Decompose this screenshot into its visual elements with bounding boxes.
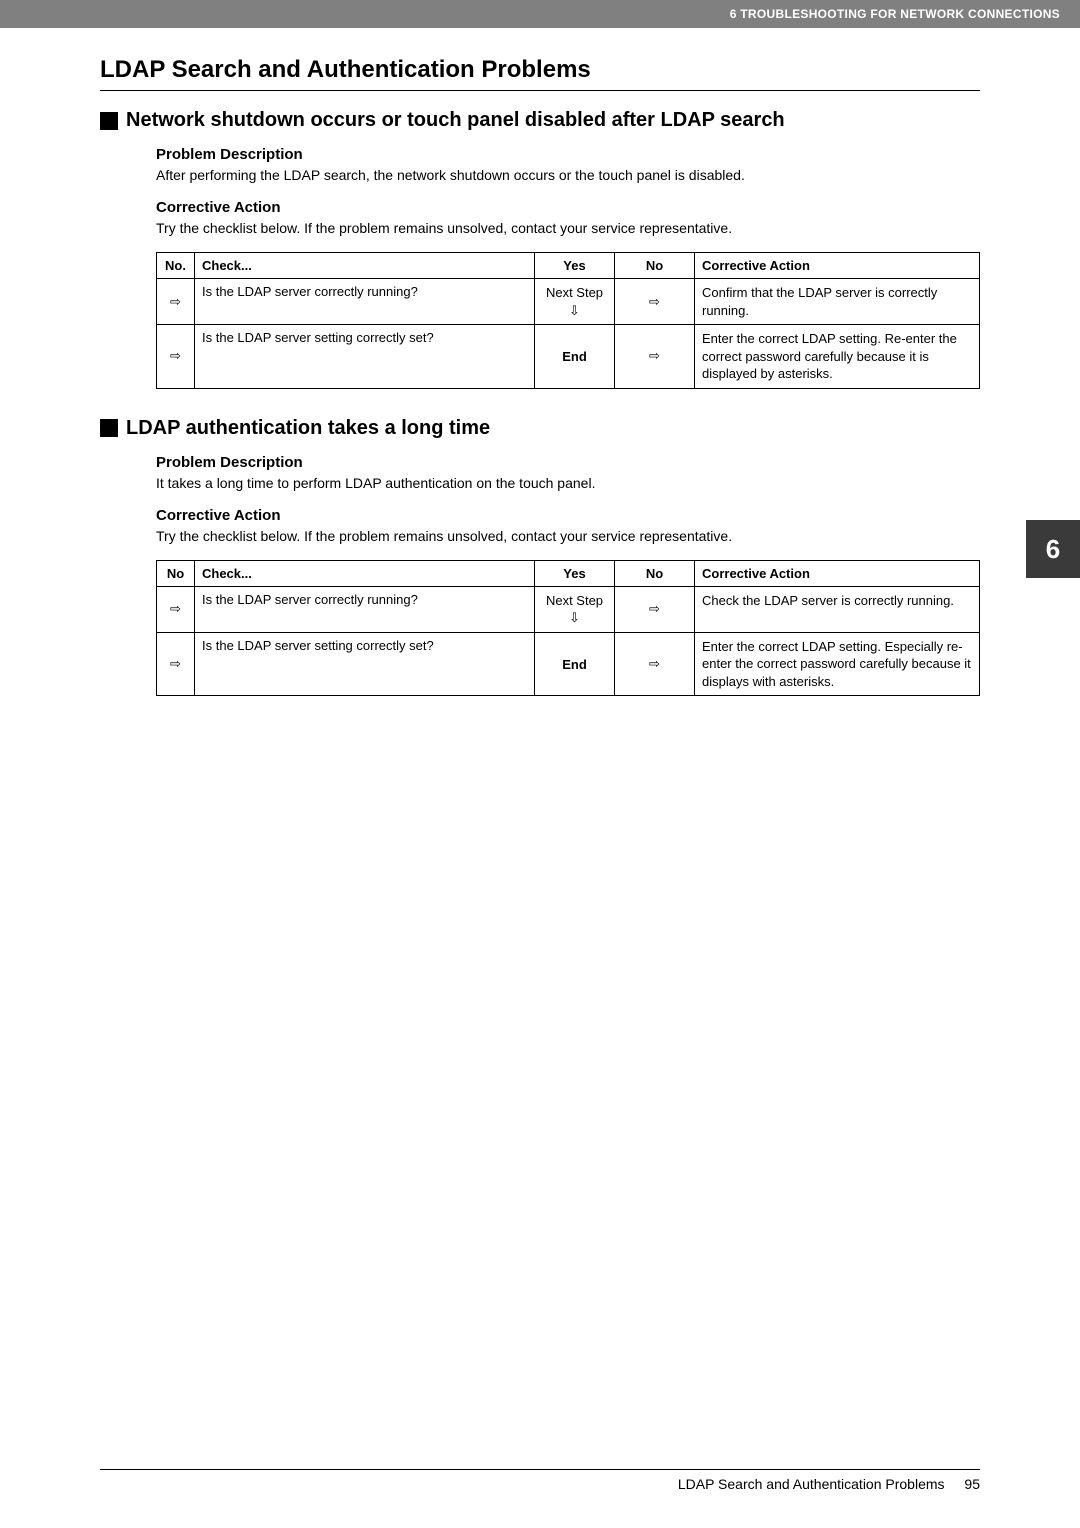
section2-body: Problem Description It takes a long time… <box>100 454 980 697</box>
th-yes: Yes <box>535 253 615 279</box>
th-no2: No <box>615 253 695 279</box>
cell-no: ⇨ <box>157 586 195 632</box>
section2-ca-label: Corrective Action <box>156 507 980 524</box>
section2-heading-row: LDAP authentication takes a long time <box>100 417 980 440</box>
section1-ca-label: Corrective Action <box>156 199 980 216</box>
section2-heading: LDAP authentication takes a long time <box>126 417 490 440</box>
chapter-number: 6 <box>1046 534 1060 565</box>
cell-no: ⇨ <box>157 325 195 389</box>
cell-no: ⇨ <box>157 279 195 325</box>
th-no2: No <box>615 560 695 586</box>
page-title: LDAP Search and Authentication Problems <box>100 56 980 91</box>
square-bullet-icon <box>100 112 118 130</box>
cell-no2: ⇨ <box>615 279 695 325</box>
table-row: ⇨ Is the LDAP server setting correctly s… <box>157 325 980 389</box>
cell-yes: Next Step ⇩ <box>535 279 615 325</box>
cell-action: Check the LDAP server is correctly runni… <box>695 586 980 632</box>
cell-no: ⇨ <box>157 632 195 696</box>
cell-action: Enter the correct LDAP setting. Re-enter… <box>695 325 980 389</box>
section2-ca-text: Try the checklist below. If the problem … <box>156 528 980 544</box>
section1-body: Problem Description After performing the… <box>100 146 980 389</box>
table-row: ⇨ Is the LDAP server correctly running? … <box>157 279 980 325</box>
section2-table: No Check... Yes No Corrective Action ⇨ I… <box>156 560 980 697</box>
section2-pd-text: It takes a long time to perform LDAP aut… <box>156 475 980 491</box>
page-footer: LDAP Search and Authentication Problems … <box>100 1469 980 1492</box>
th-action: Corrective Action <box>695 253 980 279</box>
cell-check: Is the LDAP server correctly running? <box>195 279 535 325</box>
page-content: LDAP Search and Authentication Problems … <box>0 28 1080 696</box>
th-no: No <box>157 560 195 586</box>
section1-ca-text: Try the checklist below. If the problem … <box>156 220 980 236</box>
cell-check: Is the LDAP server setting correctly set… <box>195 632 535 696</box>
cell-action: Confirm that the LDAP server is correctl… <box>695 279 980 325</box>
cell-action: Enter the correct LDAP setting. Especial… <box>695 632 980 696</box>
th-action: Corrective Action <box>695 560 980 586</box>
th-check: Check... <box>195 253 535 279</box>
cell-no2: ⇨ <box>615 632 695 696</box>
cell-no2: ⇨ <box>615 325 695 389</box>
header-text: 6 TROUBLESHOOTING FOR NETWORK CONNECTION… <box>730 7 1060 21</box>
table-header-row: No. Check... Yes No Corrective Action <box>157 253 980 279</box>
section1-pd-label: Problem Description <box>156 146 980 163</box>
th-yes: Yes <box>535 560 615 586</box>
cell-check: Is the LDAP server correctly running? <box>195 586 535 632</box>
cell-yes: End <box>535 632 615 696</box>
square-bullet-icon <box>100 419 118 437</box>
page-number: 95 <box>964 1476 980 1492</box>
section1-heading-row: Network shutdown occurs or touch panel d… <box>100 109 980 132</box>
table-header-row: No Check... Yes No Corrective Action <box>157 560 980 586</box>
section1-table: No. Check... Yes No Corrective Action ⇨ … <box>156 252 980 389</box>
cell-check: Is the LDAP server setting correctly set… <box>195 325 535 389</box>
table-row: ⇨ Is the LDAP server setting correctly s… <box>157 632 980 696</box>
section2-pd-label: Problem Description <box>156 454 980 471</box>
footer-text: LDAP Search and Authentication Problems <box>678 1476 945 1492</box>
table-row: ⇨ Is the LDAP server correctly running? … <box>157 586 980 632</box>
section1-pd-text: After performing the LDAP search, the ne… <box>156 167 980 183</box>
cell-yes: Next Step ⇩ <box>535 586 615 632</box>
header-bar: 6 TROUBLESHOOTING FOR NETWORK CONNECTION… <box>0 0 1080 28</box>
cell-yes: End <box>535 325 615 389</box>
cell-no2: ⇨ <box>615 586 695 632</box>
chapter-tab: 6 <box>1026 520 1080 578</box>
section1-heading: Network shutdown occurs or touch panel d… <box>126 109 785 132</box>
th-no: No. <box>157 253 195 279</box>
th-check: Check... <box>195 560 535 586</box>
